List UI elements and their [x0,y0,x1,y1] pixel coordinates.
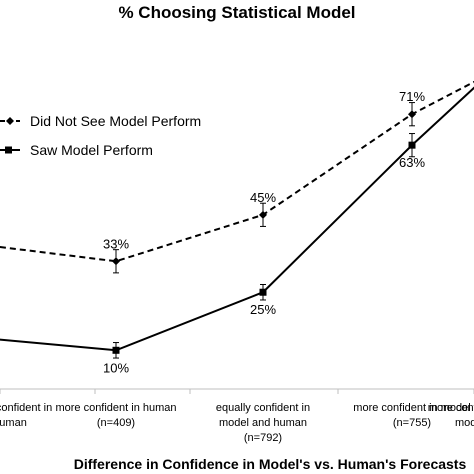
x-tick-label-0: more confident in human [0,402,52,429]
x-tick-label-1: more confident in human (n=409) [55,402,176,429]
x-tick-label-line: (n=755) [393,417,431,429]
legend-marker-saw [5,146,12,154]
x-tick-label-3: more confident in model (n=755) [353,402,470,429]
x-tick-label-4: more confident in model [428,402,474,429]
data-point-did-not-see-1 [112,257,120,266]
data-point-did-not-see-2 [259,210,267,219]
x-axis-ticks: more confident inhumanmore confident in … [0,389,474,444]
x-tick-label-line: human [0,417,27,429]
data-point-saw-3 [408,141,416,149]
x-tick-label-line: more confident in [0,402,52,414]
x-tick-label-2: equally confident in model and human (n=79… [216,402,310,444]
x-tick-label-line: equally confident in [216,402,310,414]
legend-marker-did-not-see [6,117,14,125]
x-tick-label-line: more confident in [428,402,474,414]
data-point-did-not-see-3 [408,110,416,119]
legend: Did Not See Model Perform Saw Model Perf… [0,113,201,158]
x-axis-label: Difference in Confidence in Model's vs. … [74,456,467,472]
legend-label-saw: Saw Model Perform [30,142,153,158]
data-point-saw-2 [259,288,267,296]
data-label-saw-1: 10% [103,360,129,375]
x-tick-label-line: model and human [219,417,307,429]
data-label-did-not-see-3: 71% [399,89,425,104]
chart-title: % Choosing Statistical Model [118,3,355,22]
x-tick-label-line: (n=409) [97,417,135,429]
data-label-saw-3: 63% [399,155,425,170]
legend-label-did-not-see: Did Not See Model Perform [30,113,201,129]
x-tick-label-line: model [455,417,474,429]
plot-area: 33% 45% 71% 10% 25% 63% [0,80,474,375]
data-label-saw-2: 25% [250,302,276,317]
x-tick-label-line: (n=792) [244,432,282,444]
data-label-did-not-see-2: 45% [250,190,276,205]
data-label-did-not-see-1: 33% [103,236,129,251]
x-tick-label-line: more confident in human [55,402,176,414]
series-line-did-not-see [0,80,474,263]
data-point-saw-1 [112,346,120,354]
x-tick-label-line: more confident in model [353,402,470,414]
